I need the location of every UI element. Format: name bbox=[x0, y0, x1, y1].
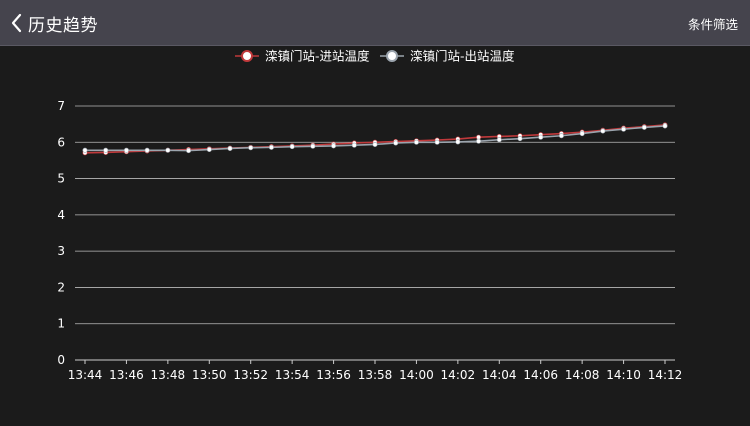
filter-button[interactable]: 条件筛选 bbox=[687, 17, 738, 32]
data-point bbox=[455, 139, 461, 145]
data-point bbox=[206, 147, 212, 153]
top-bar: 历史趋势 条件筛选 bbox=[0, 0, 750, 46]
x-tick-label: 14:00 bbox=[399, 368, 434, 382]
x-tick-label: 13:52 bbox=[233, 368, 268, 382]
data-point bbox=[268, 144, 274, 150]
data-point bbox=[82, 147, 88, 153]
data-point bbox=[103, 147, 109, 153]
y-tick-label: 0 bbox=[57, 353, 65, 367]
data-point bbox=[476, 138, 482, 144]
x-tick-label: 13:56 bbox=[316, 368, 351, 382]
data-point bbox=[600, 128, 606, 134]
legend-label: 滦镇门站-进站温度 bbox=[265, 49, 370, 64]
series-line bbox=[84, 124, 666, 154]
chart-area: 0 1 2 3 4 5 6 7 13:44 13:46 13:48 13:50 13:52 13:54 13… bbox=[0, 46, 750, 422]
data-point bbox=[123, 147, 129, 153]
y-tick-label: 3 bbox=[57, 244, 65, 258]
data-point bbox=[538, 134, 544, 140]
x-tick-label: 14:08 bbox=[565, 368, 600, 382]
data-point bbox=[496, 137, 502, 143]
y-tick-label: 4 bbox=[57, 208, 65, 222]
data-point bbox=[186, 148, 192, 154]
data-point bbox=[310, 143, 316, 149]
data-point bbox=[351, 142, 357, 148]
data-point bbox=[558, 133, 564, 139]
back-button[interactable]: 历史趋势 bbox=[8, 9, 98, 37]
x-tick-label: 13:54 bbox=[275, 368, 310, 382]
x-tick-label: 14:02 bbox=[441, 368, 476, 382]
y-tick-label: 5 bbox=[57, 172, 65, 186]
x-tick-label: 13:44 bbox=[68, 368, 103, 382]
x-tick-label: 14:04 bbox=[482, 368, 517, 382]
legend-marker bbox=[241, 50, 253, 62]
y-tick-label: 7 bbox=[57, 99, 65, 113]
x-tick-label: 14:12 bbox=[648, 368, 683, 382]
data-point bbox=[165, 147, 171, 153]
data-point bbox=[662, 123, 668, 129]
legend-label: 滦镇门站-出站温度 bbox=[410, 49, 515, 64]
data-point bbox=[372, 141, 378, 147]
trend-chart: 0 1 2 3 4 5 6 7 13:44 13:46 13:48 13:50 13:52 13:54 13… bbox=[57, 49, 683, 383]
data-point bbox=[331, 143, 337, 149]
page-title: 历史趋势 bbox=[28, 15, 98, 36]
data-point bbox=[434, 139, 440, 145]
x-tick-label: 13:46 bbox=[109, 368, 144, 382]
data-point bbox=[579, 131, 585, 137]
y-tick-label: 6 bbox=[57, 135, 65, 149]
data-point bbox=[621, 126, 627, 132]
x-tick-label: 13:58 bbox=[358, 368, 393, 382]
data-point bbox=[393, 140, 399, 146]
x-tick-label: 14:06 bbox=[523, 368, 558, 382]
data-point bbox=[248, 145, 254, 151]
x-tick-label: 13:50 bbox=[192, 368, 227, 382]
data-point bbox=[413, 139, 419, 145]
x-tick-label: 14:10 bbox=[606, 368, 641, 382]
data-point bbox=[517, 136, 523, 142]
x-tick-label: 13:48 bbox=[151, 368, 186, 382]
legend-marker bbox=[386, 50, 398, 62]
chevron-left-icon bbox=[8, 12, 26, 34]
data-point bbox=[289, 144, 295, 150]
data-point bbox=[227, 145, 233, 151]
data-point bbox=[144, 147, 150, 153]
y-tick-label: 2 bbox=[57, 280, 65, 294]
data-point bbox=[641, 124, 647, 130]
y-tick-label: 1 bbox=[57, 317, 65, 331]
